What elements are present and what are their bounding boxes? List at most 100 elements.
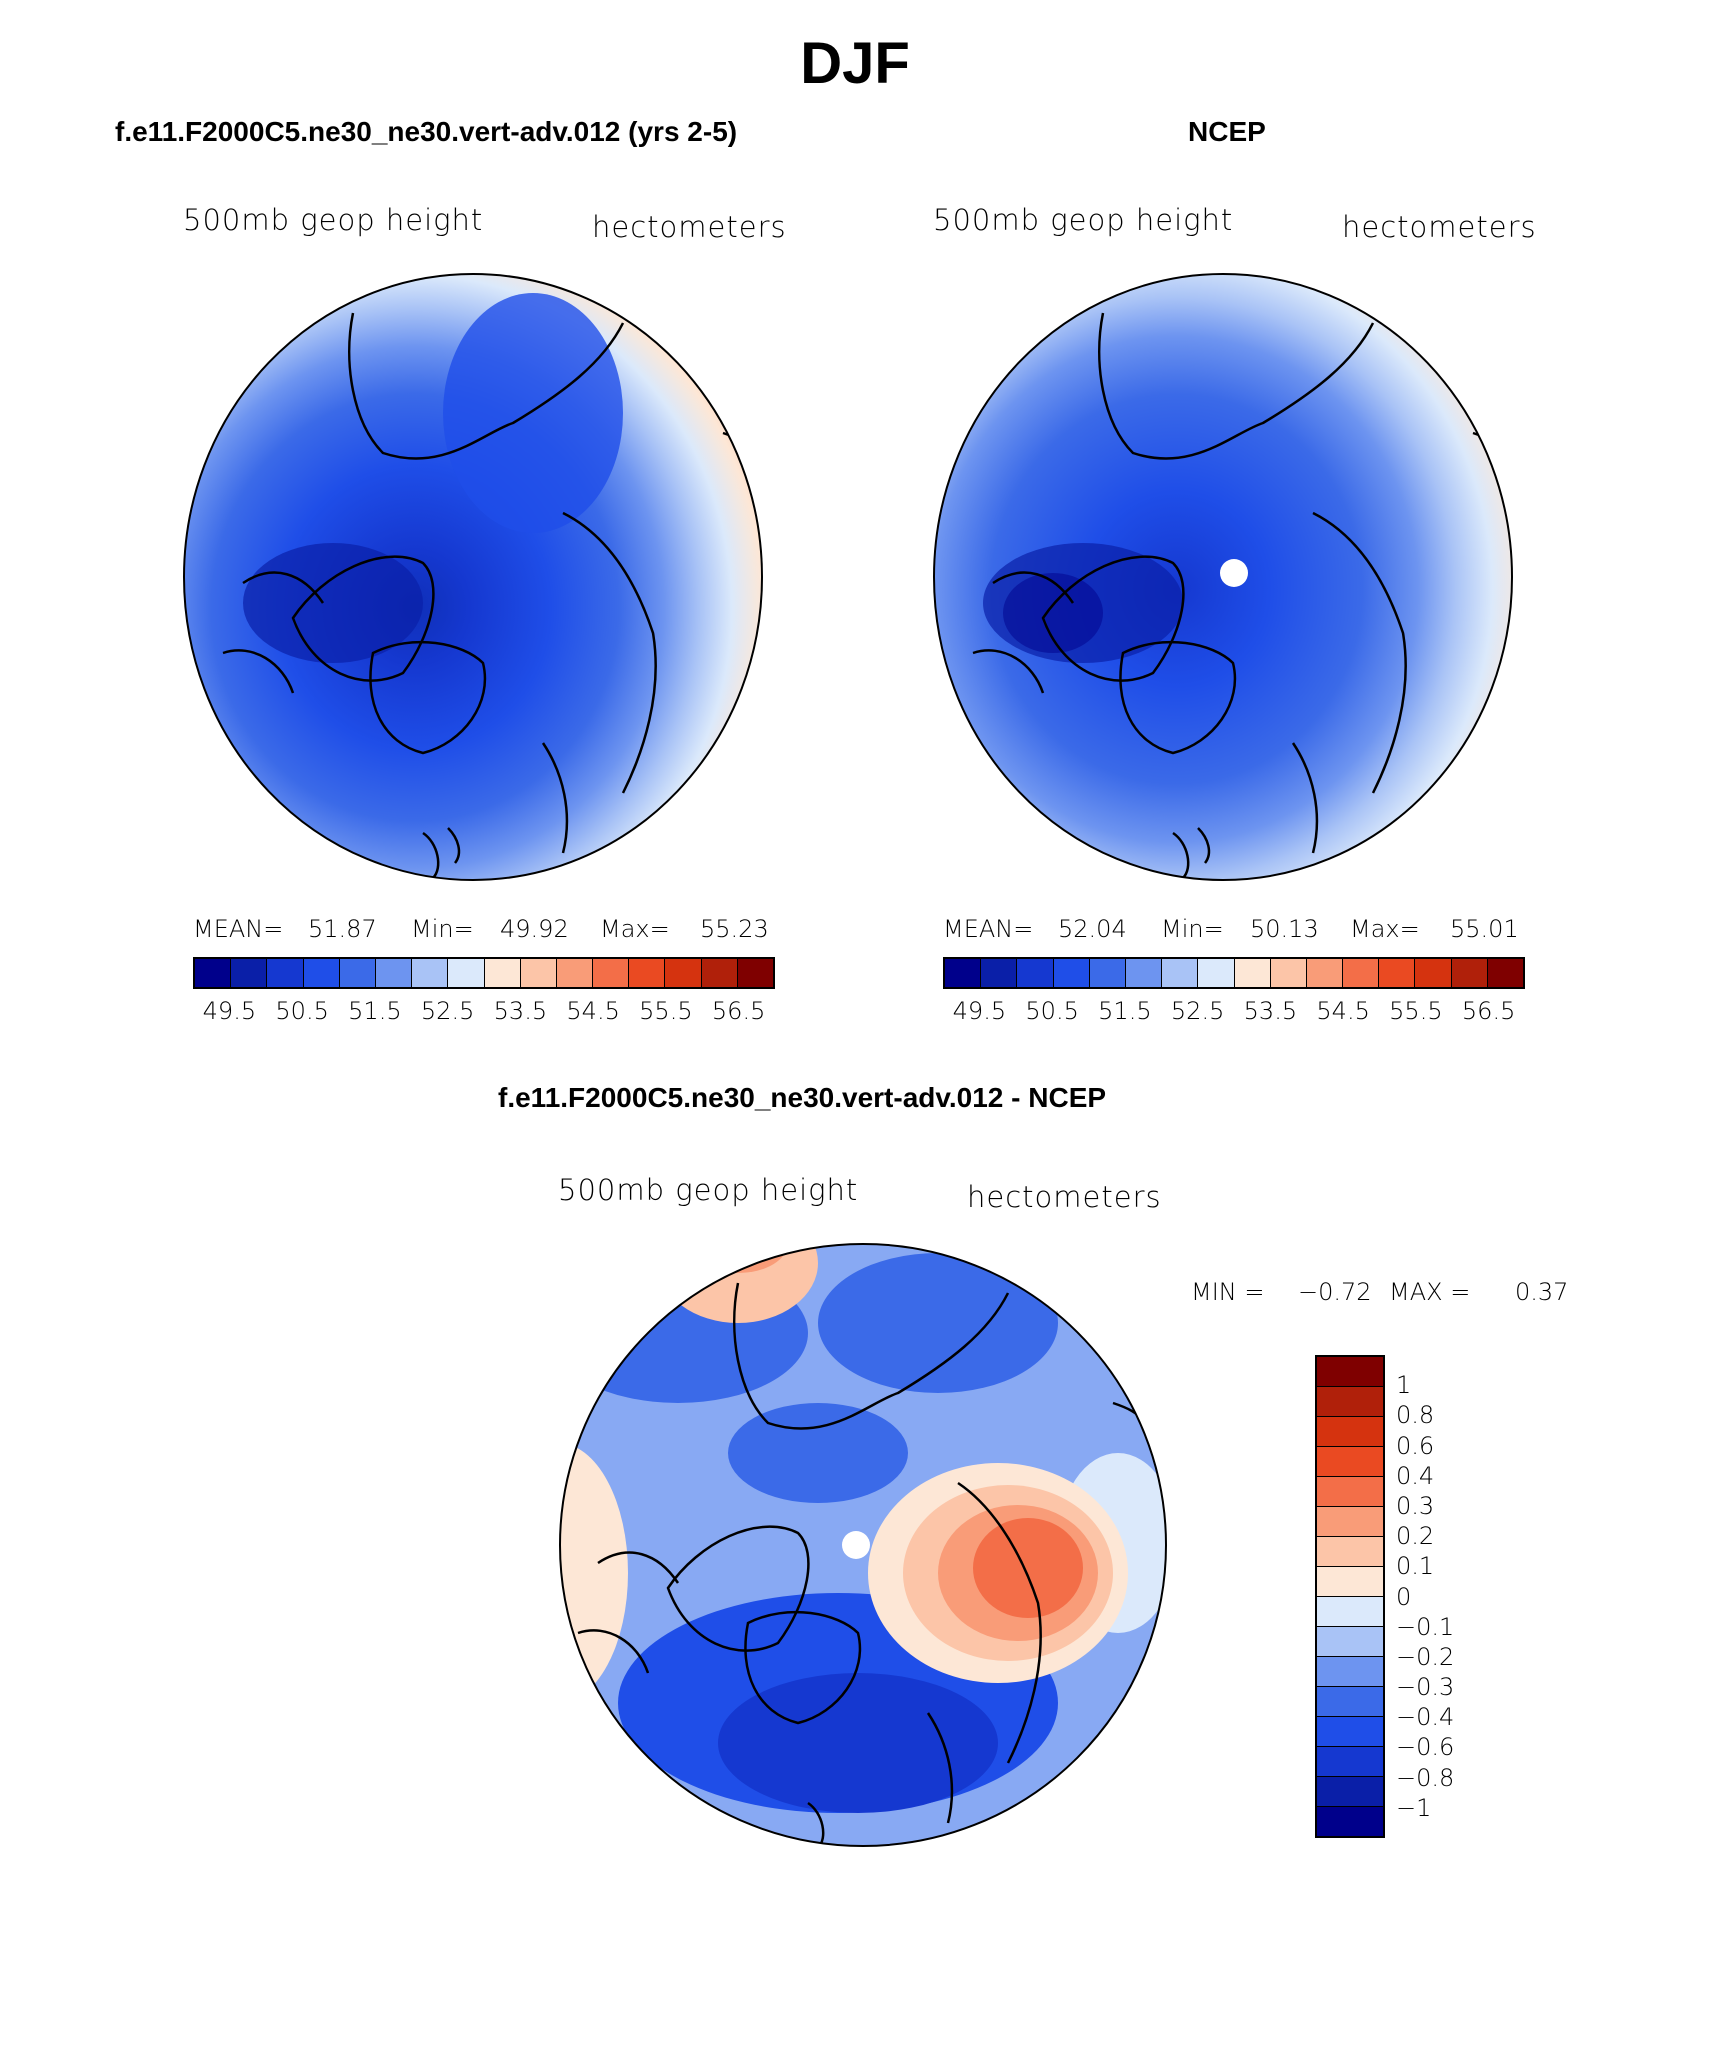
colorbar-swatch bbox=[303, 959, 340, 987]
diff-max-value: 0.37 bbox=[1515, 1278, 1569, 1306]
obs-polar-map bbox=[933, 273, 1513, 881]
colorbar-tick-label: 56.5 bbox=[711, 997, 766, 1025]
model-variable-label: 500mb geop height bbox=[183, 203, 484, 237]
colorbar-swatch bbox=[1017, 959, 1054, 987]
model-min-label: Min= bbox=[411, 915, 474, 943]
colorbar-tick-label: −1 bbox=[1396, 1793, 1432, 1822]
obs-mean-value: 52.04 bbox=[1058, 915, 1127, 943]
colorbar-swatch bbox=[1317, 1387, 1383, 1417]
model-colorbar bbox=[193, 957, 775, 989]
colorbar-swatch bbox=[484, 959, 521, 987]
obs-variable-label: 500mb geop height bbox=[933, 203, 1234, 237]
obs-colorbar-ticks: 49.5 50.5 51.5 52.5 53.5 54.5 55.5 56.5 bbox=[943, 997, 1525, 1027]
diff-min-value: −0.72 bbox=[1298, 1278, 1372, 1306]
colorbar-swatch bbox=[1317, 1717, 1383, 1747]
colorbar-swatch bbox=[1162, 959, 1199, 987]
obs-colorbar bbox=[943, 957, 1525, 989]
colorbar-tick-label: 51.5 bbox=[1098, 997, 1152, 1025]
colorbar-tick-label: 0.6 bbox=[1396, 1431, 1435, 1460]
colorbar-tick-label: 53.5 bbox=[1243, 997, 1298, 1025]
colorbar-swatch bbox=[1379, 959, 1416, 987]
colorbar-tick-label: 50.5 bbox=[275, 997, 329, 1025]
diff-min-label: MIN = bbox=[1191, 1278, 1265, 1306]
model-panel-title: f.e11.F2000C5.ne30_ne30.vert-adv.012 (yr… bbox=[115, 116, 738, 147]
model-colorbar-ticks: 49.5 50.5 51.5 52.5 53.5 54.5 55.5 56.5 bbox=[193, 997, 775, 1027]
colorbar-swatch bbox=[339, 959, 376, 987]
colorbar-swatch bbox=[412, 959, 449, 987]
colorbar-swatch bbox=[1125, 959, 1163, 987]
colorbar-tick-label: −0.1 bbox=[1396, 1612, 1455, 1641]
colorbar-tick-label: −0.6 bbox=[1396, 1733, 1455, 1762]
colorbar-swatch bbox=[1317, 1777, 1383, 1807]
colorbar-tick-label: −0.2 bbox=[1396, 1642, 1455, 1671]
colorbar-swatch bbox=[593, 959, 630, 987]
colorbar-swatch bbox=[267, 959, 304, 987]
colorbar-tick-label: 0.8 bbox=[1396, 1401, 1435, 1430]
obs-max-value: 55.01 bbox=[1450, 915, 1519, 943]
colorbar-swatch bbox=[231, 959, 268, 987]
colorbar-swatch bbox=[1487, 959, 1523, 987]
model-polar-map bbox=[183, 273, 763, 881]
colorbar-tick-label: −0.4 bbox=[1396, 1703, 1455, 1732]
colorbar-swatch bbox=[1306, 959, 1344, 987]
colorbar-tick-label: 55.5 bbox=[639, 997, 693, 1025]
colorbar-tick-label: 53.5 bbox=[493, 997, 548, 1025]
colorbar-swatch bbox=[520, 959, 557, 987]
colorbar-tick-label: 52.5 bbox=[1170, 997, 1225, 1025]
diff-units-label: hectometers bbox=[967, 1180, 1162, 1214]
colorbar-tick-label: 0.1 bbox=[1396, 1552, 1435, 1581]
colorbar-swatch bbox=[1317, 1507, 1383, 1537]
colorbar-swatch bbox=[1415, 959, 1452, 987]
obs-min-label: Min= bbox=[1161, 915, 1224, 943]
obs-min-value: 50.13 bbox=[1250, 915, 1319, 943]
diff-colorbar-ticks: 1 0.8 0.6 0.4 0.3 0.2 0.1 0 −0.1 −0.2 −0.3 −0.4 −0.6… bbox=[1396, 1355, 1486, 1838]
colorbar-swatch bbox=[981, 959, 1018, 987]
colorbar-swatch bbox=[1317, 1687, 1383, 1717]
model-max-label: Max= bbox=[600, 915, 670, 943]
colorbar-tick-label: 56.5 bbox=[1461, 997, 1516, 1025]
colorbar-swatch bbox=[375, 959, 413, 987]
colorbar-swatch bbox=[1317, 1597, 1383, 1627]
colorbar-tick-label: 0.3 bbox=[1396, 1491, 1435, 1520]
colorbar-swatch bbox=[195, 959, 232, 987]
obs-max-label: Max= bbox=[1350, 915, 1420, 943]
colorbar-swatch bbox=[1317, 1447, 1383, 1477]
colorbar-swatch bbox=[1270, 959, 1307, 987]
model-units-label: hectometers bbox=[592, 210, 787, 244]
colorbar-tick-label: 52.5 bbox=[420, 997, 475, 1025]
colorbar-tick-label: 0 bbox=[1396, 1582, 1412, 1611]
diff-max-label: MAX = bbox=[1389, 1278, 1471, 1306]
colorbar-tick-label: 54.5 bbox=[566, 997, 620, 1025]
colorbar-tick-label: 51.5 bbox=[348, 997, 402, 1025]
colorbar-tick-label: 1 bbox=[1396, 1371, 1412, 1400]
colorbar-swatch bbox=[1451, 959, 1488, 987]
colorbar-tick-label: 54.5 bbox=[1316, 997, 1370, 1025]
colorbar-tick-label: 0.4 bbox=[1396, 1461, 1435, 1490]
colorbar-swatch bbox=[701, 959, 738, 987]
colorbar-tick-label: 49.5 bbox=[952, 997, 1007, 1025]
figure-title: DJF bbox=[800, 31, 910, 96]
colorbar-tick-label: 55.5 bbox=[1389, 997, 1443, 1025]
model-min-value: 49.92 bbox=[500, 915, 569, 943]
colorbar-swatch bbox=[1234, 959, 1271, 987]
colorbar-swatch bbox=[945, 959, 982, 987]
colorbar-swatch bbox=[1089, 959, 1126, 987]
diff-variable-label: 500mb geop height bbox=[558, 1173, 859, 1207]
colorbar-swatch bbox=[629, 959, 666, 987]
colorbar-swatch bbox=[737, 959, 773, 987]
colorbar-swatch bbox=[1317, 1807, 1383, 1836]
colorbar-swatch bbox=[1317, 1627, 1383, 1657]
colorbar-swatch bbox=[1343, 959, 1380, 987]
colorbar-swatch bbox=[556, 959, 594, 987]
colorbar-swatch bbox=[1317, 1537, 1383, 1567]
colorbar-tick-label: 50.5 bbox=[1025, 997, 1079, 1025]
colorbar-swatch bbox=[1198, 959, 1235, 987]
colorbar-swatch bbox=[1053, 959, 1090, 987]
diff-polar-map bbox=[559, 1243, 1167, 1847]
obs-units-label: hectometers bbox=[1342, 210, 1537, 244]
model-mean-label: MEAN= bbox=[193, 915, 284, 943]
colorbar-tick-label: −0.8 bbox=[1396, 1763, 1455, 1792]
colorbar-swatch bbox=[448, 959, 485, 987]
model-mean-value: 51.87 bbox=[308, 915, 377, 943]
colorbar-swatch bbox=[1317, 1747, 1383, 1777]
